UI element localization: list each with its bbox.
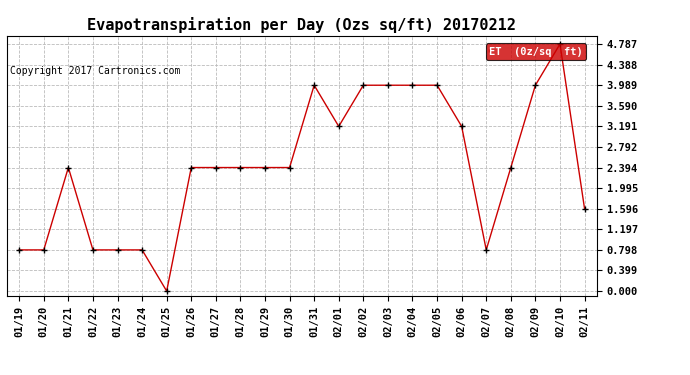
Text: Copyright 2017 Cartronics.com: Copyright 2017 Cartronics.com <box>10 66 181 76</box>
Title: Evapotranspiration per Day (Ozs sq/ft) 20170212: Evapotranspiration per Day (Ozs sq/ft) 2… <box>88 17 516 33</box>
Legend: ET  (0z/sq  ft): ET (0z/sq ft) <box>486 44 586 60</box>
